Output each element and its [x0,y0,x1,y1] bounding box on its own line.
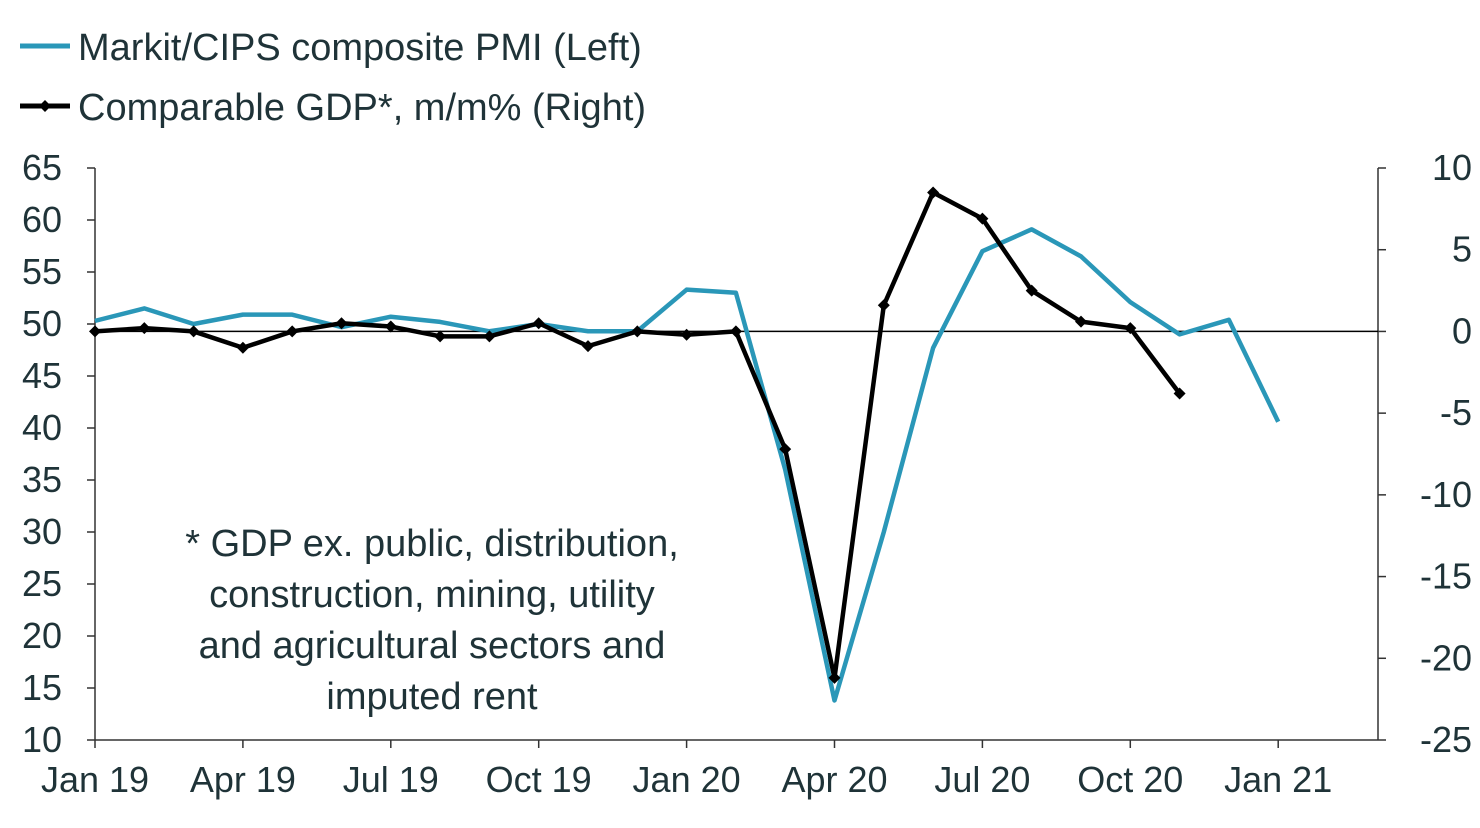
gdp-point [927,186,940,199]
annotation-line: and agricultural sectors and [199,625,666,667]
right-tick-label: -20 [1420,637,1472,678]
left-tick-label: 10 [22,719,62,760]
gdp-point [877,299,890,312]
gdp-point [1025,284,1038,297]
annotation-line: imputed rent [326,676,538,718]
gdp-point [680,328,693,341]
gdp-point [1075,315,1087,328]
gdp-point [631,325,644,338]
left-tick-label: 55 [22,251,62,292]
legend-gdp-marker [39,100,51,112]
left-tick-label: 40 [22,407,62,448]
left-tick-label: 65 [22,147,62,188]
left-tick-label: 45 [22,355,62,396]
annotation-note: * GDP ex. public, distribution, construct… [185,523,679,718]
gdp-point [434,330,447,343]
pmi-line [94,227,1281,703]
annotation-line: * GDP ex. public, distribution, [185,523,679,565]
left-tick-label: 30 [22,511,62,552]
left-tick-label: 15 [22,667,62,708]
left-tick-label: 20 [22,615,62,656]
right-tick-label: 10 [1432,147,1472,188]
x-tick-label: Jan 21 [1224,759,1332,800]
x-tick-label: Oct 20 [1077,759,1183,800]
right-tick-label: -5 [1440,392,1472,433]
right-tick-label: -25 [1420,719,1472,760]
gdp-point [236,341,249,354]
x-tick-label: Jan 20 [633,759,741,800]
gdp-point [976,212,989,225]
gdp-point [828,671,841,684]
gdp-point [729,325,742,338]
gdp-series [89,186,1186,684]
gdp-point [187,325,200,338]
x-tick-label: Jul 20 [934,759,1030,800]
x-tick-label: Apr 20 [781,759,887,800]
legend: Markit/CIPS composite PMI (Left) Compara… [20,27,646,129]
annotation-line: construction, mining, utility [209,574,655,616]
legend-gdp-label: Comparable GDP*, m/m% (Right) [78,87,646,129]
pmi-series [94,227,1281,703]
gdp-point [286,325,299,338]
gdp-point [1124,322,1137,335]
right-tick-label: -10 [1420,474,1472,515]
right-tick-label: -15 [1420,556,1472,597]
x-tick-label: Apr 19 [190,759,296,800]
gdp-point [1173,387,1186,400]
gdp-point [582,340,594,353]
legend-pmi-label: Markit/CIPS composite PMI (Left) [78,27,642,69]
gdp-point [779,443,792,456]
right-tick-label: 5 [1452,229,1472,270]
x-tick-label: Jan 19 [41,759,149,800]
x-tick-label: Jul 19 [343,759,439,800]
right-tick-label: 0 [1452,310,1472,351]
left-tick-label: 50 [22,303,62,344]
x-tick-label: Oct 19 [486,759,592,800]
left-tick-label: 35 [22,459,62,500]
gdp-point [483,330,496,343]
gdp-point [89,325,101,338]
axes: 6560555045403530252015101050-5-10-15-20-… [22,147,1472,800]
left-tick-label: 25 [22,563,62,604]
gdp-point [384,320,397,333]
gdp-point [138,322,151,335]
gdp-point [532,317,545,330]
gdp-point [335,317,348,330]
left-tick-label: 60 [22,199,62,240]
